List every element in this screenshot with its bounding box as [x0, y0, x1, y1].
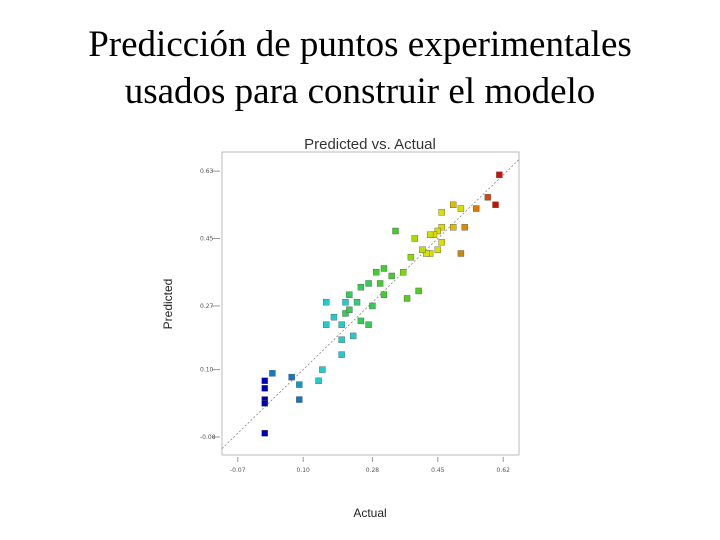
point	[353, 298, 361, 306]
point	[492, 201, 499, 209]
point	[342, 298, 349, 306]
point	[319, 366, 326, 373]
point	[342, 310, 349, 317]
point	[296, 381, 303, 388]
point	[461, 224, 468, 231]
point	[338, 351, 345, 358]
point	[457, 205, 465, 212]
point	[288, 373, 295, 381]
point	[438, 209, 445, 216]
point	[365, 280, 372, 287]
point	[346, 291, 353, 298]
plot-frame	[221, 151, 520, 456]
x-tick-label: 0.28	[366, 467, 380, 474]
x-tick-label: 0.10	[296, 467, 310, 474]
x-axis-label: Actual	[353, 506, 386, 520]
point	[357, 284, 365, 291]
point	[434, 227, 442, 235]
point	[407, 254, 415, 261]
point	[376, 280, 384, 287]
point	[357, 317, 365, 325]
point	[438, 224, 445, 231]
reference-line	[221, 159, 520, 449]
point	[457, 250, 465, 257]
point	[373, 269, 380, 276]
x-tick-label: 0.45	[431, 467, 445, 474]
point	[484, 194, 492, 201]
y-tick-label: 0.10	[200, 367, 214, 374]
point	[261, 400, 268, 407]
y-tick-label: 0.63	[200, 168, 214, 175]
point	[419, 246, 426, 253]
point	[261, 377, 268, 385]
point	[323, 321, 330, 328]
point	[400, 269, 407, 276]
point	[365, 321, 372, 328]
y-tick-label: 0.45	[200, 236, 214, 243]
point	[388, 272, 395, 280]
point	[338, 321, 345, 328]
point	[473, 205, 480, 212]
point	[346, 306, 353, 313]
point	[349, 332, 357, 340]
point	[269, 370, 276, 377]
point	[261, 385, 268, 392]
point	[338, 336, 345, 343]
point	[380, 291, 388, 298]
point	[438, 239, 445, 246]
point	[423, 250, 430, 257]
y-tick-label: 0.27	[200, 303, 214, 310]
point	[450, 224, 457, 231]
point	[323, 298, 330, 306]
point	[450, 201, 457, 209]
point	[426, 231, 434, 238]
point	[415, 287, 422, 295]
point	[296, 396, 303, 403]
x-tick-label: 0.62	[497, 467, 511, 474]
point	[330, 313, 338, 321]
point	[261, 430, 268, 437]
slide-title: Predicción de puntos experimentales	[88, 24, 632, 65]
chart-title: Predicted vs. Actual	[304, 136, 436, 153]
point	[315, 377, 322, 385]
point	[496, 171, 503, 179]
point	[434, 246, 442, 253]
point	[403, 295, 411, 302]
point	[369, 302, 376, 310]
x-tick-label: -0.07	[230, 467, 246, 474]
slide-title: usados para construir el modelo	[125, 71, 596, 112]
point	[392, 227, 399, 235]
point	[380, 265, 388, 272]
y-tick-label: -0.08	[200, 434, 216, 441]
y-axis-label: Predicted	[161, 279, 175, 330]
point	[411, 235, 418, 242]
